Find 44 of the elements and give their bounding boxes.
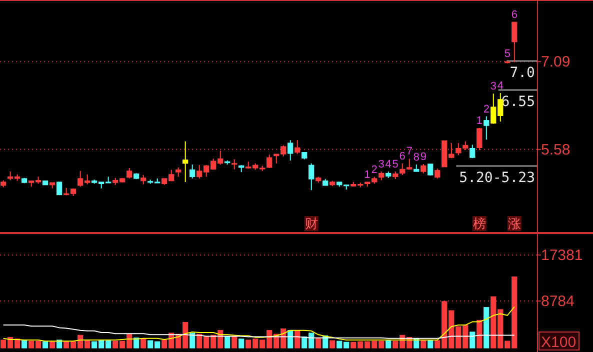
- annotation: 5.20-5.23: [459, 170, 535, 186]
- bar: [140, 338, 146, 348]
- y-tick-label: 5.58: [541, 141, 570, 158]
- bar: [232, 336, 238, 348]
- text: 5: [392, 158, 398, 171]
- text: 3: [490, 80, 496, 93]
- annotation: 涨: [508, 216, 521, 231]
- text: 2: [483, 103, 490, 116]
- text: 7: [406, 146, 412, 158]
- y-tick-label: 7.09: [541, 54, 570, 71]
- bar: [224, 336, 230, 348]
- bar: [420, 340, 426, 348]
- text: 9: [420, 150, 426, 163]
- bar: [428, 340, 434, 348]
- bar: [21, 340, 28, 348]
- annotation: 7.0: [510, 65, 535, 81]
- text: 5: [504, 48, 510, 60]
- bar: [470, 332, 476, 348]
- bar: [476, 320, 482, 348]
- bar: [330, 340, 336, 348]
- text: 6: [399, 150, 406, 162]
- line-series: [2, 306, 515, 342]
- text: 4: [497, 80, 504, 92]
- text: 8: [413, 152, 420, 164]
- bar: [386, 340, 392, 348]
- text: 1: [476, 114, 482, 127]
- bar: [42, 341, 48, 348]
- text: X100: [541, 334, 576, 351]
- text: 4: [385, 158, 392, 171]
- text: 6: [511, 9, 518, 22]
- bar: [190, 332, 196, 348]
- bar: [316, 338, 322, 348]
- y-tick-label: 8784: [541, 293, 574, 310]
- bar: [134, 338, 140, 348]
- bar: [484, 307, 490, 348]
- annotation: 财: [304, 216, 318, 231]
- annotation: 榜: [472, 216, 486, 231]
- y-tick-label: 17381: [541, 246, 583, 264]
- text: 3: [378, 158, 384, 171]
- line-series: [2, 324, 515, 339]
- bar: [238, 338, 244, 348]
- text: 1: [364, 168, 370, 181]
- bar: [49, 341, 56, 348]
- text: 2: [371, 164, 378, 176]
